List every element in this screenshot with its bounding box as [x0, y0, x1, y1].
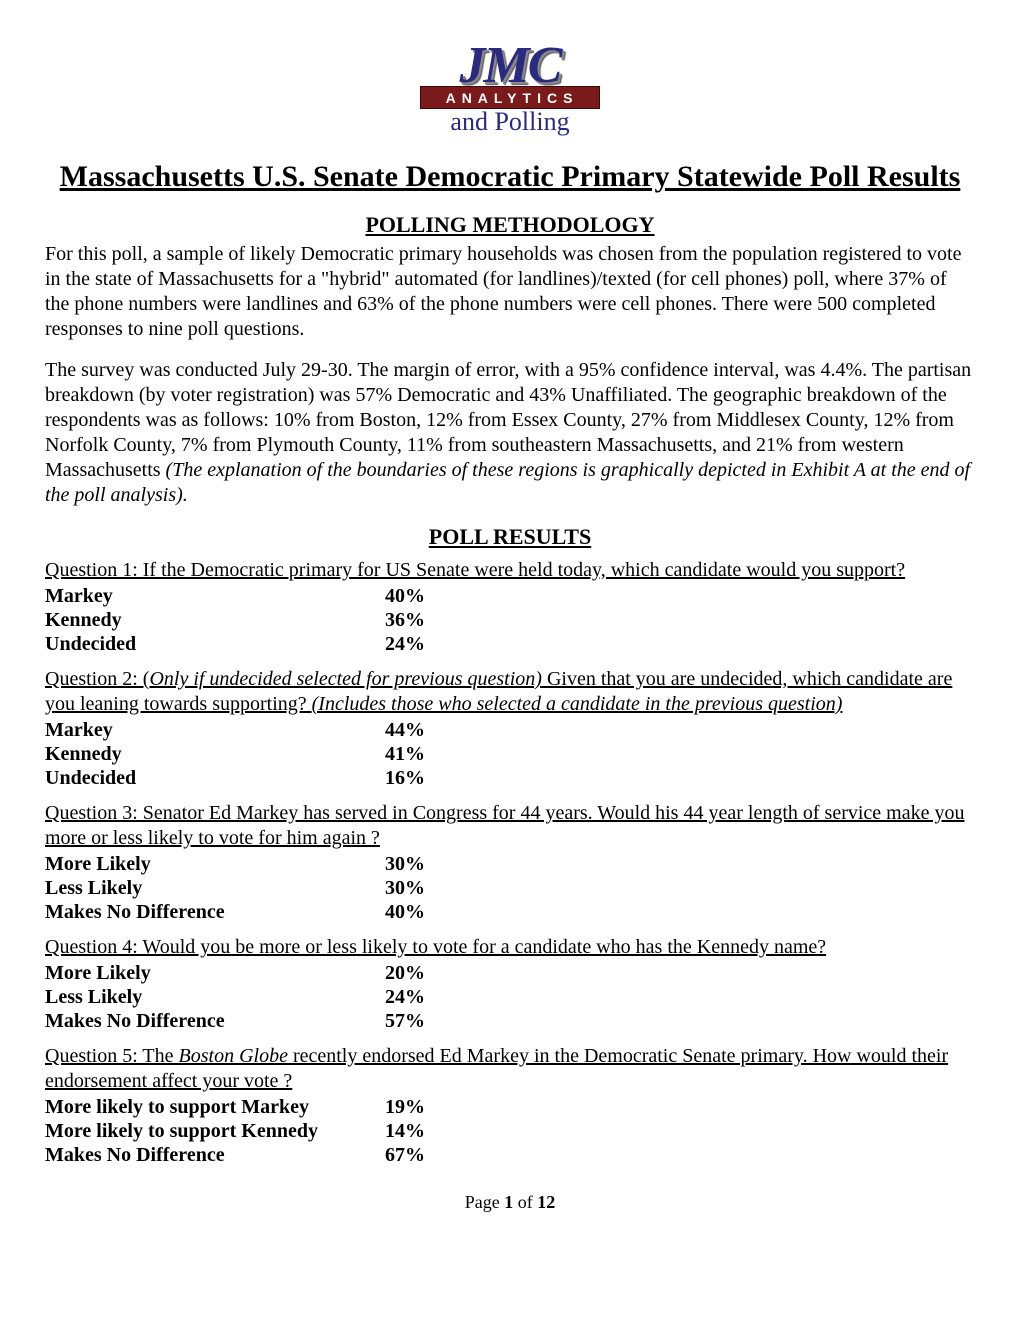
q2-prefix: Question 2: (: [45, 668, 149, 690]
result-value: 44%: [385, 719, 465, 743]
result-value: 67%: [385, 1144, 465, 1168]
q3-text: Question 3: Senator Ed Markey has served…: [45, 801, 975, 851]
result-value: 16%: [385, 767, 465, 791]
q5-table: More likely to support Markey19% More li…: [45, 1096, 465, 1168]
result-value: 20%: [385, 962, 465, 986]
table-row: Makes No Difference57%: [45, 1010, 465, 1034]
methodology-para1: For this poll, a sample of likely Democr…: [45, 242, 975, 342]
table-row: Less Likely24%: [45, 986, 465, 1010]
q5-text: Question 5: The Boston Globe recently en…: [45, 1044, 975, 1094]
q5-italic: Boston Globe: [179, 1045, 288, 1067]
result-label: Less Likely: [45, 986, 385, 1010]
jmc-logo: JMC ANALYTICS and Polling: [420, 40, 600, 150]
result-label: Makes No Difference: [45, 1144, 385, 1168]
table-row: Markey44%: [45, 719, 465, 743]
result-label: Makes No Difference: [45, 1010, 385, 1034]
table-row: More Likely20%: [45, 962, 465, 986]
page-middle: of: [513, 1192, 537, 1212]
methodology-para2: The survey was conducted July 29-30. The…: [45, 358, 975, 508]
q3-table: More Likely30% Less Likely30% Makes No D…: [45, 853, 465, 925]
q2-italic1: Only if undecided selected for previous …: [149, 668, 542, 690]
result-value: 30%: [385, 877, 465, 901]
q4-text: Question 4: Would you be more or less li…: [45, 935, 975, 960]
result-label: More likely to support Markey: [45, 1096, 385, 1120]
q1-text: Question 1: If the Democratic primary fo…: [45, 558, 975, 583]
table-row: Undecided16%: [45, 767, 465, 791]
table-row: More likely to support Markey19%: [45, 1096, 465, 1120]
logo-line2: ANALYTICS: [420, 86, 600, 109]
logo-line1: JMC: [420, 40, 600, 92]
logo-line3: and Polling: [420, 107, 600, 137]
table-row: More Likely30%: [45, 853, 465, 877]
result-label: Less Likely: [45, 877, 385, 901]
result-value: 41%: [385, 743, 465, 767]
q2-text: Question 2: (Only if undecided selected …: [45, 667, 975, 717]
result-value: 19%: [385, 1096, 465, 1120]
pagination: Page 1 of 12: [45, 1192, 975, 1213]
table-row: Undecided24%: [45, 633, 465, 657]
result-value: 40%: [385, 585, 465, 609]
result-value: 57%: [385, 1010, 465, 1034]
result-value: 40%: [385, 901, 465, 925]
result-label: Markey: [45, 719, 385, 743]
page-total: 12: [537, 1192, 555, 1212]
results-heading: POLL RESULTS: [45, 524, 975, 550]
table-row: More likely to support Kennedy14%: [45, 1120, 465, 1144]
table-row: Makes No Difference67%: [45, 1144, 465, 1168]
q2-table: Markey44% Kennedy41% Undecided16%: [45, 719, 465, 791]
table-row: Kennedy41%: [45, 743, 465, 767]
result-label: Markey: [45, 585, 385, 609]
result-value: 24%: [385, 633, 465, 657]
result-value: 36%: [385, 609, 465, 633]
q1-table: Markey40% Kennedy36% Undecided24%: [45, 585, 465, 657]
q2-italic2: (Includes those who selected a candidate…: [312, 693, 843, 715]
logo-container: JMC ANALYTICS and Polling: [45, 40, 975, 150]
result-label: Undecided: [45, 633, 385, 657]
result-label: Kennedy: [45, 609, 385, 633]
methodology-heading: POLLING METHODOLOGY: [45, 212, 975, 238]
result-label: Undecided: [45, 767, 385, 791]
result-label: Kennedy: [45, 743, 385, 767]
page-title: Massachusetts U.S. Senate Democratic Pri…: [45, 160, 975, 194]
table-row: Makes No Difference40%: [45, 901, 465, 925]
result-value: 14%: [385, 1120, 465, 1144]
table-row: Less Likely30%: [45, 877, 465, 901]
result-value: 30%: [385, 853, 465, 877]
q5-prefix: Question 5: The: [45, 1045, 179, 1067]
result-value: 24%: [385, 986, 465, 1010]
table-row: Markey40%: [45, 585, 465, 609]
result-label: More likely to support Kennedy: [45, 1120, 385, 1144]
methodology-para2-italic: (The explanation of the boundaries of th…: [45, 459, 970, 506]
q4-table: More Likely20% Less Likely24% Makes No D…: [45, 962, 465, 1034]
result-label: More Likely: [45, 853, 385, 877]
result-label: More Likely: [45, 962, 385, 986]
page-current: 1: [504, 1192, 513, 1212]
page-prefix: Page: [465, 1192, 505, 1212]
result-label: Makes No Difference: [45, 901, 385, 925]
table-row: Kennedy36%: [45, 609, 465, 633]
